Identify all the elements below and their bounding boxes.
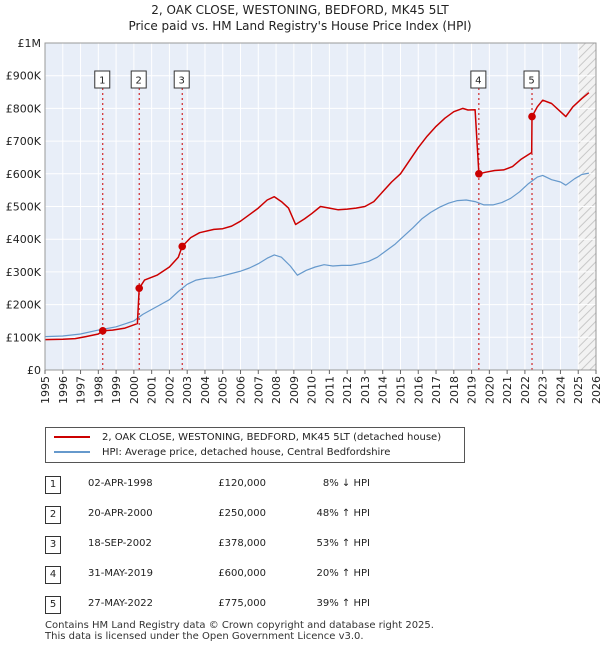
sale-point: [98, 326, 107, 335]
sale-date: 27-MAY-2022: [88, 598, 154, 609]
sale-row: 2 20-APR-2000 £250,000 48% ↑ HPI: [0, 504, 600, 526]
x-tick-label: 1998: [92, 376, 105, 404]
footer-copyright: Contains HM Land Registry data © Crown c…: [45, 620, 434, 631]
sale-price: £775,000: [218, 598, 266, 609]
x-tick-label: 2009: [288, 376, 301, 404]
sale-point: [178, 242, 187, 251]
legend-swatch-property: [54, 436, 90, 438]
sale-hpi-diff: 8% ↓ HPI: [322, 478, 370, 489]
x-tick-label: 2002: [163, 376, 176, 404]
x-tick-label: 2016: [412, 376, 425, 404]
sale-price: £378,000: [218, 538, 266, 549]
sale-hpi-diff: 39% ↑ HPI: [316, 598, 370, 609]
y-tick-label: £300K: [6, 266, 42, 279]
price-chart: 1 2 3 4 5 £0 £100K £200K £300K £400K £500K £600K £70…: [6, 37, 600, 404]
sale-date: 31-MAY-2019: [88, 568, 154, 579]
sale-date: 20-APR-2000: [88, 508, 153, 519]
sale-point: [135, 284, 144, 293]
x-tick-label: 1996: [57, 376, 70, 404]
legend-label-hpi: HPI: Average price, detached house, Cent…: [102, 447, 391, 458]
y-tick-label: £1M: [18, 37, 42, 50]
y-tick-label: £700K: [6, 135, 42, 148]
x-tick-label: 1995: [39, 376, 52, 404]
sale-row: 5 27-MAY-2022 £775,000 39% ↑ HPI: [0, 594, 600, 616]
x-tick-label: 2012: [341, 376, 354, 404]
sale-number-badge: 3: [45, 536, 61, 554]
x-tick-label: 1999: [110, 376, 123, 404]
legend-swatch-hpi: [54, 451, 90, 453]
x-tick-label: 2006: [235, 376, 248, 404]
hpi-series-line: [44, 172, 590, 338]
y-tick-label: £800K: [6, 102, 42, 115]
x-tick-label: 2018: [448, 376, 461, 404]
sale-marker-box: [130, 70, 147, 89]
x-tick-label: 2000: [128, 376, 141, 404]
x-tick-label: 2010: [306, 376, 319, 404]
chart-legend: 2, OAK CLOSE, WESTONING, BEDFORD, MK45 5…: [45, 427, 465, 463]
x-tick-label: 2022: [519, 376, 532, 404]
sale-marker-label: 1: [99, 76, 105, 87]
x-tick-label: 2021: [501, 376, 514, 404]
sale-price: £600,000: [218, 568, 266, 579]
y-tick-label: £900K: [6, 70, 42, 83]
sale-marker-label: 4: [475, 76, 481, 87]
x-tick-label: 2004: [199, 376, 212, 404]
x-tick-label: 2024: [554, 376, 567, 404]
y-tick-label: £200K: [6, 299, 42, 312]
sale-marker-box: [173, 70, 190, 89]
y-tick-label: £600K: [6, 168, 42, 181]
chart-title: 2, OAK CLOSE, WESTONING, BEDFORD, MK45 5…: [151, 3, 449, 17]
x-tick-label: 2008: [270, 376, 283, 404]
y-tick-label: £0: [27, 364, 41, 377]
sale-price: £250,000: [218, 508, 266, 519]
footer-notice: Contains HM Land Registry data © Crown c…: [45, 620, 434, 642]
x-tick-label: 2014: [377, 376, 390, 404]
x-tick-label: 2011: [323, 376, 336, 404]
sale-hpi-diff: 53% ↑ HPI: [316, 538, 370, 549]
sale-number-badge: 4: [45, 566, 61, 584]
x-tick-label: 2023: [537, 376, 550, 404]
sale-marker-box: [470, 70, 487, 89]
x-tick-label: 2025: [572, 376, 585, 404]
x-tick-label: 2020: [483, 376, 496, 404]
x-tick-label: 2003: [181, 376, 194, 404]
sale-number-badge: 2: [45, 506, 61, 524]
x-tick-label: 2026: [590, 376, 600, 404]
y-tick-label: £400K: [6, 233, 42, 246]
chart-subtitle: Price paid vs. HM Land Registry's House …: [128, 19, 472, 33]
legend-label-property: 2, OAK CLOSE, WESTONING, BEDFORD, MK45 5…: [102, 432, 442, 443]
sale-date: 18-SEP-2002: [88, 538, 152, 549]
sale-date: 02-APR-1998: [88, 478, 153, 489]
x-tick-label: 2007: [252, 376, 265, 404]
x-tick-label: 1997: [75, 376, 88, 404]
sale-row: 1 02-APR-1998 £120,000 8% ↓ HPI: [0, 474, 600, 496]
sale-marker-box: [523, 70, 540, 89]
y-tick-label: £100K: [6, 331, 42, 344]
sale-marker-label: 5: [528, 76, 534, 87]
sale-row: 3 18-SEP-2002 £378,000 53% ↑ HPI: [0, 534, 600, 556]
sale-price: £120,000: [218, 478, 266, 489]
sale-marker-label: 2: [136, 76, 142, 87]
sale-row: 4 31-MAY-2019 £600,000 20% ↑ HPI: [0, 564, 600, 586]
sale-marker-box: [94, 70, 111, 89]
sale-hpi-diff: 48% ↑ HPI: [316, 508, 370, 519]
sale-marker-label: 3: [179, 76, 185, 87]
footer-licence: This data is licensed under the Open Gov…: [45, 631, 364, 642]
x-tick-label: 2017: [430, 376, 443, 404]
x-tick-label: 2015: [394, 376, 407, 404]
sale-number-badge: 5: [45, 596, 61, 614]
sale-hpi-diff: 20% ↑ HPI: [316, 568, 370, 579]
sale-number-badge: 1: [45, 476, 61, 494]
x-tick-label: 2001: [146, 376, 159, 404]
x-tick-label: 2019: [466, 376, 479, 404]
sale-point: [528, 112, 536, 121]
plot-frame: [44, 42, 597, 371]
x-tick-label: 2005: [217, 376, 230, 404]
property-series-line: [44, 92, 590, 341]
sale-point: [475, 170, 483, 178]
y-tick-label: £500K: [6, 201, 42, 214]
x-tick-label: 2013: [359, 376, 372, 404]
